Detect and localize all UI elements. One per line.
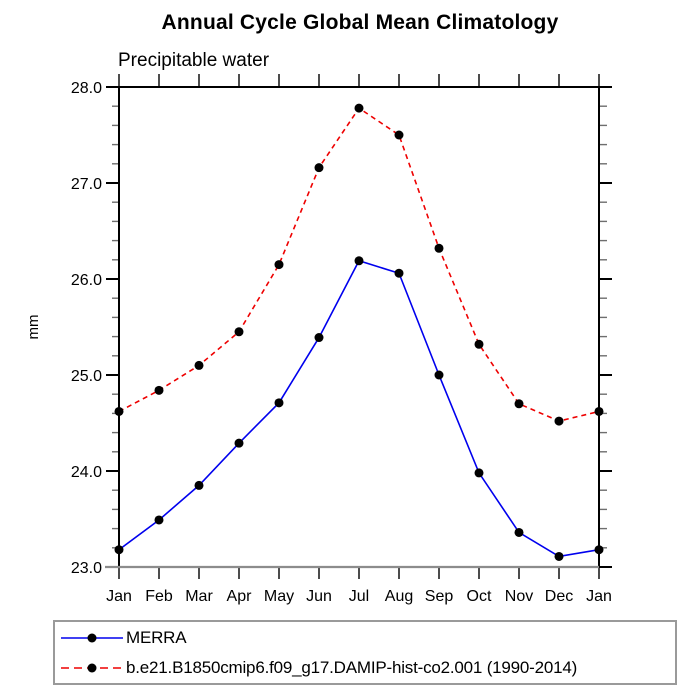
legend-line-sample-merra [61, 633, 123, 642]
x-axis-month-label: Sep [425, 588, 454, 605]
x-axis-month-label: Feb [145, 588, 173, 605]
series-0-marker [314, 333, 324, 343]
x-axis-month-label: May [264, 588, 294, 605]
legend-item-merra: MERRA [58, 624, 675, 651]
series-1-marker [234, 327, 244, 337]
y-axis-tick-label: 23.0 [71, 560, 102, 577]
x-axis-month-label: Oct [467, 588, 492, 605]
y-axis-title: mm [25, 315, 42, 340]
series-0-marker [234, 438, 244, 448]
y-axis-tick-label: 27.0 [71, 176, 102, 193]
legend-line-sample-model [61, 663, 123, 672]
series-0-marker [154, 515, 164, 525]
series-1-marker [474, 339, 484, 349]
x-axis-month-label: Mar [185, 588, 213, 605]
series-1-marker [154, 385, 164, 395]
series-1-marker [354, 103, 364, 113]
legend: MERRA b.e21.B1850cmip6.f09_g17.DAMIP-his… [53, 620, 677, 685]
series-1-marker [514, 399, 524, 409]
series-0-marker [274, 398, 284, 408]
y-axis-tick-label: 25.0 [71, 368, 102, 385]
series-0-marker [394, 268, 404, 278]
series-0-marker [514, 527, 524, 537]
series-1-marker [434, 243, 444, 253]
x-axis-month-label: Jan [106, 588, 132, 605]
x-axis-month-label: Aug [385, 588, 413, 605]
series-1-marker [594, 406, 604, 416]
x-axis-month-label: Jan [586, 588, 612, 605]
x-axis-month-label: Nov [505, 588, 533, 605]
legend-marker-dot [87, 633, 97, 642]
series-0-marker [354, 256, 364, 266]
series-0-marker [194, 480, 204, 490]
x-axis-month-label: Apr [227, 588, 253, 605]
series-1-marker [314, 163, 324, 173]
chart-title: Annual Cycle Global Mean Climatology [161, 11, 559, 34]
series-0-marker [594, 545, 604, 555]
series-0-marker [114, 545, 124, 555]
legend-label-model: b.e21.B1850cmip6.f09_g17.DAMIP-hist-co2.… [126, 657, 578, 677]
y-axis-tick-label: 24.0 [71, 464, 102, 481]
legend-item-model: b.e21.B1850cmip6.f09_g17.DAMIP-hist-co2.… [58, 654, 675, 681]
legend-label-merra: MERRA [126, 627, 187, 647]
series-0-marker [554, 551, 564, 561]
chart-subtitle: Precipitable water [118, 50, 270, 71]
series-1-marker [194, 360, 204, 370]
series-1-marker [394, 130, 404, 140]
legend-marker-dot [87, 663, 97, 672]
series-1-marker [554, 416, 564, 426]
x-axis-month-label: Dec [545, 588, 573, 605]
series-1-marker [114, 406, 124, 416]
series-1-marker [274, 260, 284, 270]
series-0-marker [474, 468, 484, 478]
series-line-0 [118, 259, 600, 558]
x-axis-month-label: Jun [306, 588, 332, 605]
x-axis-month-label: Jul [349, 588, 369, 605]
y-axis-tick-label: 28.0 [71, 80, 102, 97]
series-0-marker [434, 370, 444, 380]
y-axis-tick-label: 26.0 [71, 272, 102, 289]
